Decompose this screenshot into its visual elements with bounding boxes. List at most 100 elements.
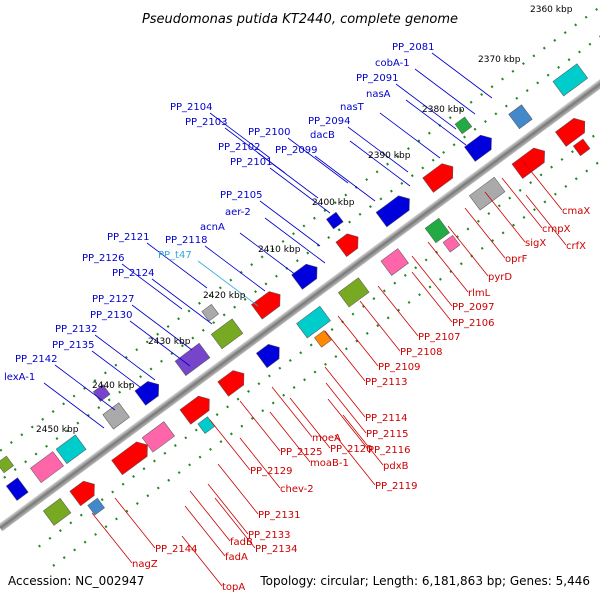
gene-block: [55, 434, 87, 464]
gene-block: [454, 116, 473, 135]
gene-arrow: [464, 134, 492, 162]
position-tick-label: 2380 kbp: [422, 105, 465, 115]
leader-line: [411, 271, 453, 323]
map-title: Pseudomonas putida KT2440, complete geno…: [142, 12, 458, 27]
forward-gene-label: PP_2105: [220, 190, 263, 201]
position-tick-label: 2400 kbp: [312, 198, 355, 208]
leader-line: [181, 535, 223, 587]
dot-track: [0, 0, 600, 487]
leader-line: [287, 137, 349, 184]
leader-line: [359, 300, 401, 352]
leader-line: [239, 437, 281, 489]
reverse-gene-label: PP_2144: [155, 544, 198, 555]
gene-block: [197, 416, 216, 434]
gene-block: [210, 318, 244, 350]
reverse-gene-label: PP_2097: [452, 302, 495, 313]
leader-line: [324, 366, 366, 418]
gene-arrow: [217, 370, 245, 397]
reverse-gene-label: PP_2119: [375, 481, 418, 492]
leader-line: [239, 400, 281, 452]
leader-line: [484, 191, 526, 243]
forward-gene-label: nasA: [366, 89, 391, 100]
forward-gene-label: lexA-1: [4, 372, 35, 383]
reverse-gene-label: PP_2115: [366, 429, 409, 440]
position-tick-label: 2410 kbp: [258, 245, 301, 255]
forward-gene-label: PP_t47: [158, 250, 192, 261]
gene-block: [552, 63, 589, 97]
gene-block: [5, 477, 29, 501]
gene-block: [424, 217, 450, 244]
reverse-gene-label: rlmL: [468, 288, 491, 299]
forward-gene-label: PP_2121: [107, 232, 150, 243]
reverse-gene-label: fadB: [230, 537, 253, 548]
forward-gene-label: PP_2130: [90, 310, 133, 321]
topology-text: Topology: circular; Length: 6,181,863 bp…: [259, 574, 590, 588]
gene-block: [326, 211, 344, 230]
leader-line: [197, 260, 259, 307]
leader-line: [209, 112, 271, 159]
reverse-gene-label: PP_2106: [452, 318, 495, 329]
reverse-gene-label: pdxB: [383, 461, 409, 472]
reverse-gene-label: cmpX: [542, 224, 571, 235]
gene-block: [314, 330, 332, 348]
gene-arrow: [375, 195, 410, 228]
leader-line: [342, 414, 384, 466]
leader-line: [43, 382, 105, 429]
leader-line: [189, 490, 231, 542]
gene-arrow: [134, 381, 159, 406]
leader-line: [334, 434, 376, 486]
reverse-gene-label: PP_2131: [258, 510, 301, 521]
reverse-gene-label: sigX: [525, 238, 546, 249]
leader-line: [121, 263, 183, 310]
gene-arrow: [251, 291, 281, 320]
gene-arrow: [335, 233, 359, 257]
leader-line: [204, 245, 266, 292]
gene-block: [508, 104, 533, 130]
gene-arrow: [511, 147, 545, 179]
gene-block: [201, 304, 219, 322]
position-tick-label: 2420 kbp: [203, 291, 246, 301]
position-ticks: 2360 kbp 2370 kbp 2380 kbp 2390 kbp 2400 kbp…: [36, 5, 573, 435]
leader-line: [347, 126, 409, 173]
leader-line: [207, 483, 249, 535]
leader-line: [289, 397, 331, 449]
reverse-gene-label: nagZ: [132, 559, 158, 570]
leader-line: [264, 217, 326, 264]
reverse-gene-label: topA: [222, 582, 245, 593]
leader-line: [431, 52, 493, 99]
leader-line: [327, 398, 369, 450]
forward-gene-label: PP_2103: [185, 117, 228, 128]
leader-line: [314, 155, 376, 202]
position-tick-label: 2430 kbp: [148, 337, 191, 347]
forward-gene-label: PP_2101: [230, 157, 273, 168]
reverse-gene-label: PP_2113: [365, 377, 408, 388]
leader-line: [271, 386, 313, 438]
dot-track: [0, 0, 600, 468]
forward-gene-label: PP_2099: [275, 145, 318, 156]
leader-line: [129, 320, 191, 367]
leader-line: [214, 497, 256, 549]
gene-arrow: [179, 395, 210, 425]
gene-features: [0, 63, 591, 526]
leader-line: [337, 315, 379, 367]
gene-arrow: [111, 441, 148, 476]
leader-line: [349, 140, 411, 187]
forward-gene-label: PP_2135: [52, 340, 95, 351]
gene-arrow: [422, 163, 454, 193]
leader-line: [501, 177, 543, 229]
leader-line: [414, 68, 476, 115]
gene-block: [572, 138, 591, 157]
leader-line: [91, 350, 153, 397]
gene-block: [30, 451, 64, 484]
forward-gene-label: PP_2142: [15, 354, 58, 365]
reverse-gene-label: crfX: [566, 241, 586, 252]
leader-line: [269, 411, 311, 463]
gene-arrow: [555, 118, 586, 147]
reverse-gene-label: fadA: [225, 552, 248, 563]
reverse-gene-label: chev-2: [280, 484, 314, 495]
leader-line: [114, 497, 156, 549]
position-tick-label: 2370 kbp: [478, 55, 521, 65]
reverse-gene-label: PP_2109: [378, 362, 421, 373]
